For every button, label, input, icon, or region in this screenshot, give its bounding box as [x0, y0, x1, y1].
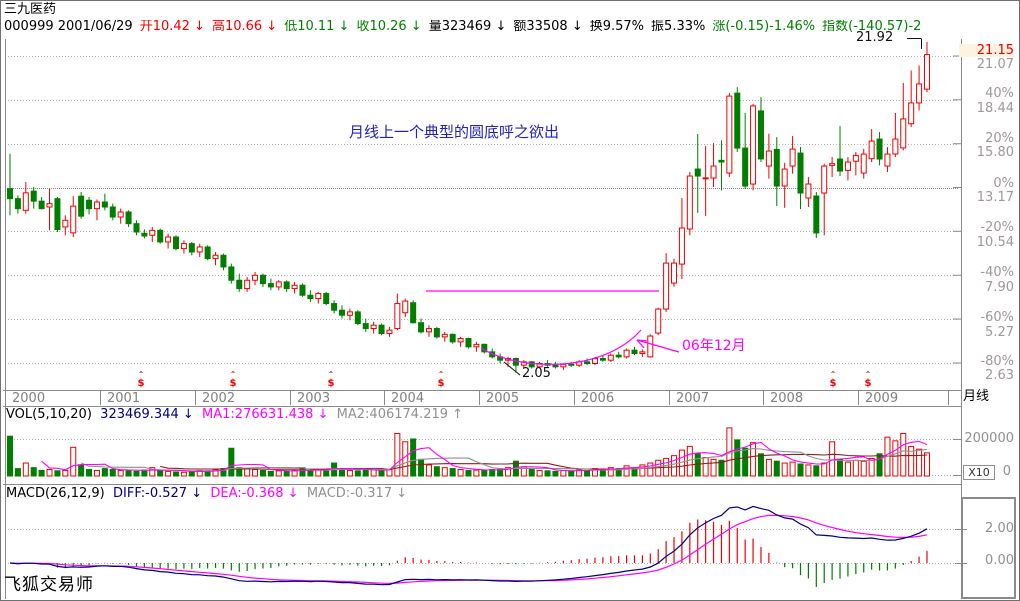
- chart-plot-area[interactable]: [5, 39, 961, 390]
- app-brand-watermark: 飞狐交易师: [4, 575, 94, 595]
- price-axis-label: 40%: [985, 86, 1014, 101]
- price-axis-label: 21.07: [976, 57, 1014, 72]
- dividend-icon: ˆ $: [229, 371, 237, 389]
- vol-value: 323469.344 ↓: [100, 407, 194, 422]
- close-value: 收10.26 ↓: [356, 20, 422, 34]
- vol-pane-header: VOL(5,10,20) 323469.344 ↓ MA1:276631.438…: [6, 408, 463, 422]
- dividend-icon: ˆ $: [437, 371, 445, 389]
- price-axis-label: 0%: [993, 176, 1014, 191]
- macd-pane-header: MACD(26,12,9) DIFF:-0.527 ↓ DEA:-0.368 ↓…: [6, 487, 407, 501]
- price-axis-label: -80%: [980, 354, 1014, 369]
- price-axis-label: 5.27: [985, 325, 1014, 340]
- annotation-round-bottom: 月线上一个典型的圆底呼之欲出: [349, 123, 560, 141]
- index-value: 指数(-140.57)-2: [822, 20, 922, 34]
- stock-title: 三九医药: [4, 2, 57, 17]
- x-axis-year-label: 2007: [676, 391, 710, 406]
- x-axis-year-label: 2002: [202, 391, 236, 406]
- open-value: 开10.42 ↓: [139, 20, 205, 34]
- code-date: 000999 2001/06/29: [4, 20, 133, 34]
- vol-scale-multiplier-badge: X10: [963, 465, 995, 480]
- low-value: 低10.11 ↓: [284, 20, 350, 34]
- vol-ma1-value: MA1:276631.438 ↓: [202, 407, 329, 422]
- annotation-breakout-month: 06年12月: [682, 338, 746, 354]
- x-axis-year-label: 2001: [107, 391, 141, 406]
- high-value: 高10.66 ↓: [211, 20, 278, 34]
- dividend-icon: ˆ $: [864, 371, 872, 389]
- macd-axis-zero-label: 0.00: [985, 553, 1014, 568]
- macd-bar-value: MACD:-0.317 ↓: [306, 486, 408, 501]
- macd-dea-value: DEA:-0.368 ↓: [210, 486, 299, 501]
- amplitude-value: 振5.33%: [651, 20, 706, 34]
- price-axis-label: 15.80: [976, 145, 1014, 160]
- macd-axis-upper-label: 2.00: [985, 521, 1014, 536]
- annotation-high-price: 21.92: [856, 30, 894, 45]
- macd-indicator-name: MACD(26,12,9): [6, 486, 105, 501]
- last-price-label: 21.15: [959, 44, 1014, 57]
- amount-value: 额33508 ↓: [513, 20, 583, 34]
- price-axis-label: -60%: [980, 310, 1014, 325]
- x-axis-year-label: 2006: [581, 391, 615, 406]
- x-axis-year-label: 2000: [12, 391, 46, 406]
- price-axis-label: 10.54: [976, 235, 1014, 250]
- dividend-icon: ˆ $: [137, 371, 145, 389]
- price-axis-label: 18.44: [976, 101, 1014, 116]
- period-label[interactable]: 月线: [963, 389, 990, 404]
- x-axis-year-label: 2009: [865, 391, 899, 406]
- change-value: 涨(-0.15)-1.46%: [712, 20, 816, 34]
- x-axis-year-label: 2004: [391, 391, 425, 406]
- annotation-low-price: 2.05: [522, 366, 551, 381]
- price-axis-label: -20%: [980, 220, 1014, 235]
- info-bar: 000999 2001/06/29 开10.42 ↓ 高10.66 ↓ 低10.11 …: [4, 20, 1019, 34]
- vol-axis-zero-label: 0: [1002, 464, 1011, 479]
- volume-value: 量323469 ↓: [428, 20, 507, 34]
- vol-ma2-value: MA2:406174.219 ↑: [336, 407, 464, 422]
- price-axis-label: 20%: [985, 131, 1014, 146]
- price-axis-label: -40%: [980, 265, 1014, 280]
- x-axis-year-label: 2008: [770, 391, 804, 406]
- macd-diff-value: DIFF:-0.527 ↓: [113, 486, 203, 501]
- price-axis-label: 2.63: [985, 368, 1014, 383]
- vol-axis-max-label: 200000: [964, 431, 1014, 446]
- x-axis-year-label: 2003: [297, 391, 331, 406]
- vol-indicator-name: VOL(5,10,20): [6, 407, 92, 422]
- turnover-value: 换9.57%: [589, 20, 645, 34]
- dividend-icon: ˆ $: [327, 371, 335, 389]
- x-axis-year-label: 2005: [486, 391, 520, 406]
- dividend-icon: ˆ $: [829, 371, 837, 389]
- price-axis-label: 7.90: [985, 280, 1014, 295]
- price-axis-label: 13.17: [976, 190, 1014, 205]
